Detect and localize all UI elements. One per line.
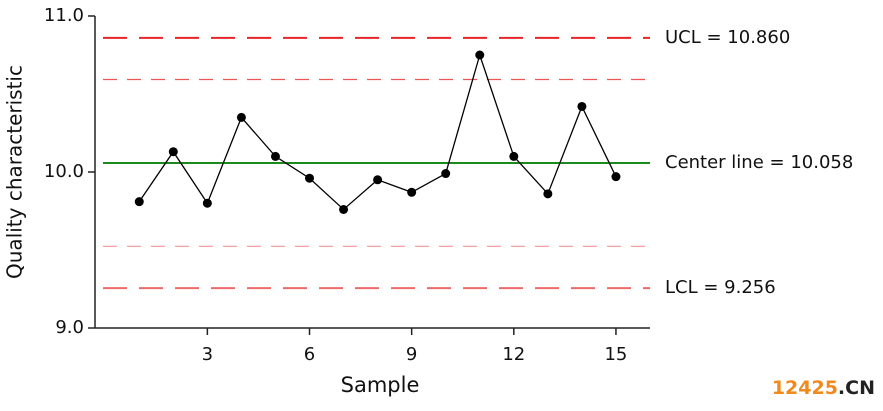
data-point [134, 197, 144, 207]
data-point [305, 173, 315, 183]
x-tick-label: 9 [406, 344, 417, 365]
x-tick-label: 15 [604, 344, 627, 365]
watermark-part: .CN [838, 377, 875, 399]
control-line-label: UCL = 10.860 [665, 27, 790, 48]
data-point [577, 101, 587, 111]
watermark: 12425.CN [772, 377, 875, 399]
control-line-label: LCL = 9.256 [665, 277, 776, 298]
y-tick-label: 11.0 [44, 5, 84, 26]
data-point [373, 175, 383, 185]
y-axis-label: Quality characteristic [3, 65, 27, 279]
data-point [441, 169, 451, 179]
data-point [168, 147, 178, 157]
control-line-label: Center line = 10.058 [665, 152, 853, 173]
data-point [339, 204, 349, 214]
data-point [407, 187, 417, 197]
data-point [202, 198, 212, 208]
data-point [270, 151, 280, 161]
watermark-part: 12425 [772, 377, 838, 399]
x-tick-label: 3 [202, 344, 213, 365]
data-point [543, 189, 553, 199]
x-tick-label: 6 [304, 344, 315, 365]
series-line [138, 52, 617, 211]
data-point [236, 112, 246, 122]
y-tick-label: 10.0 [44, 161, 84, 182]
x-axis-label: Sample [341, 373, 420, 397]
y-tick-label: 9.0 [55, 317, 84, 338]
data-point [611, 172, 621, 182]
x-tick-label: 12 [502, 344, 525, 365]
data-point [509, 151, 519, 161]
data-point [475, 50, 485, 60]
